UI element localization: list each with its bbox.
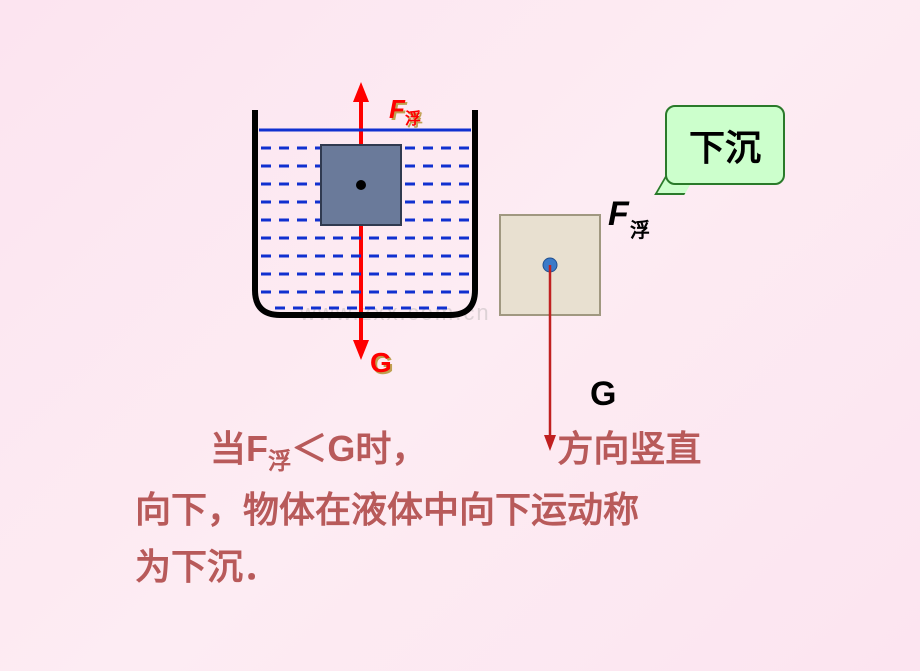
- explanation-line3: 为下沉．: [135, 538, 835, 596]
- container-diagram: F F 浮 浮 G G: [235, 90, 525, 390]
- exp-F-sub: 浮: [268, 448, 291, 474]
- exp-end: 方向竖直: [557, 428, 701, 469]
- arrow-up-head: [353, 82, 369, 102]
- exp-mid: ＜G时，: [291, 428, 427, 469]
- explanation-line1: 当F浮＜G时， 方向竖直: [135, 420, 835, 481]
- exp3-prefix: 为: [135, 546, 171, 587]
- force-down-label: G: [370, 347, 392, 378]
- free-body-diagram: F 浮 G: [490, 195, 670, 455]
- force-up-sub: 浮: [405, 109, 421, 128]
- exp3-highlight: 下沉: [171, 546, 243, 587]
- block-center-dot: [356, 180, 366, 190]
- fbd-F-label: F: [608, 195, 630, 233]
- callout-text: 下沉: [689, 127, 761, 168]
- explanation-line2: 向下，物体在液体中向下运动称: [135, 481, 835, 539]
- exp-prefix: 当: [210, 428, 246, 469]
- exp-F: F: [246, 428, 268, 469]
- exp3-suffix: ．: [243, 546, 279, 587]
- force-up-label-main: F: [389, 94, 406, 124]
- callout-box: 下沉: [665, 105, 785, 185]
- fbd-G-label: G: [590, 375, 616, 413]
- arrow-down-head: [353, 340, 369, 360]
- explanation-text: 当F浮＜G时， 方向竖直 向下，物体在液体中向下运动称 为下沉．: [135, 420, 835, 596]
- fbd-F-sub: 浮: [630, 218, 650, 242]
